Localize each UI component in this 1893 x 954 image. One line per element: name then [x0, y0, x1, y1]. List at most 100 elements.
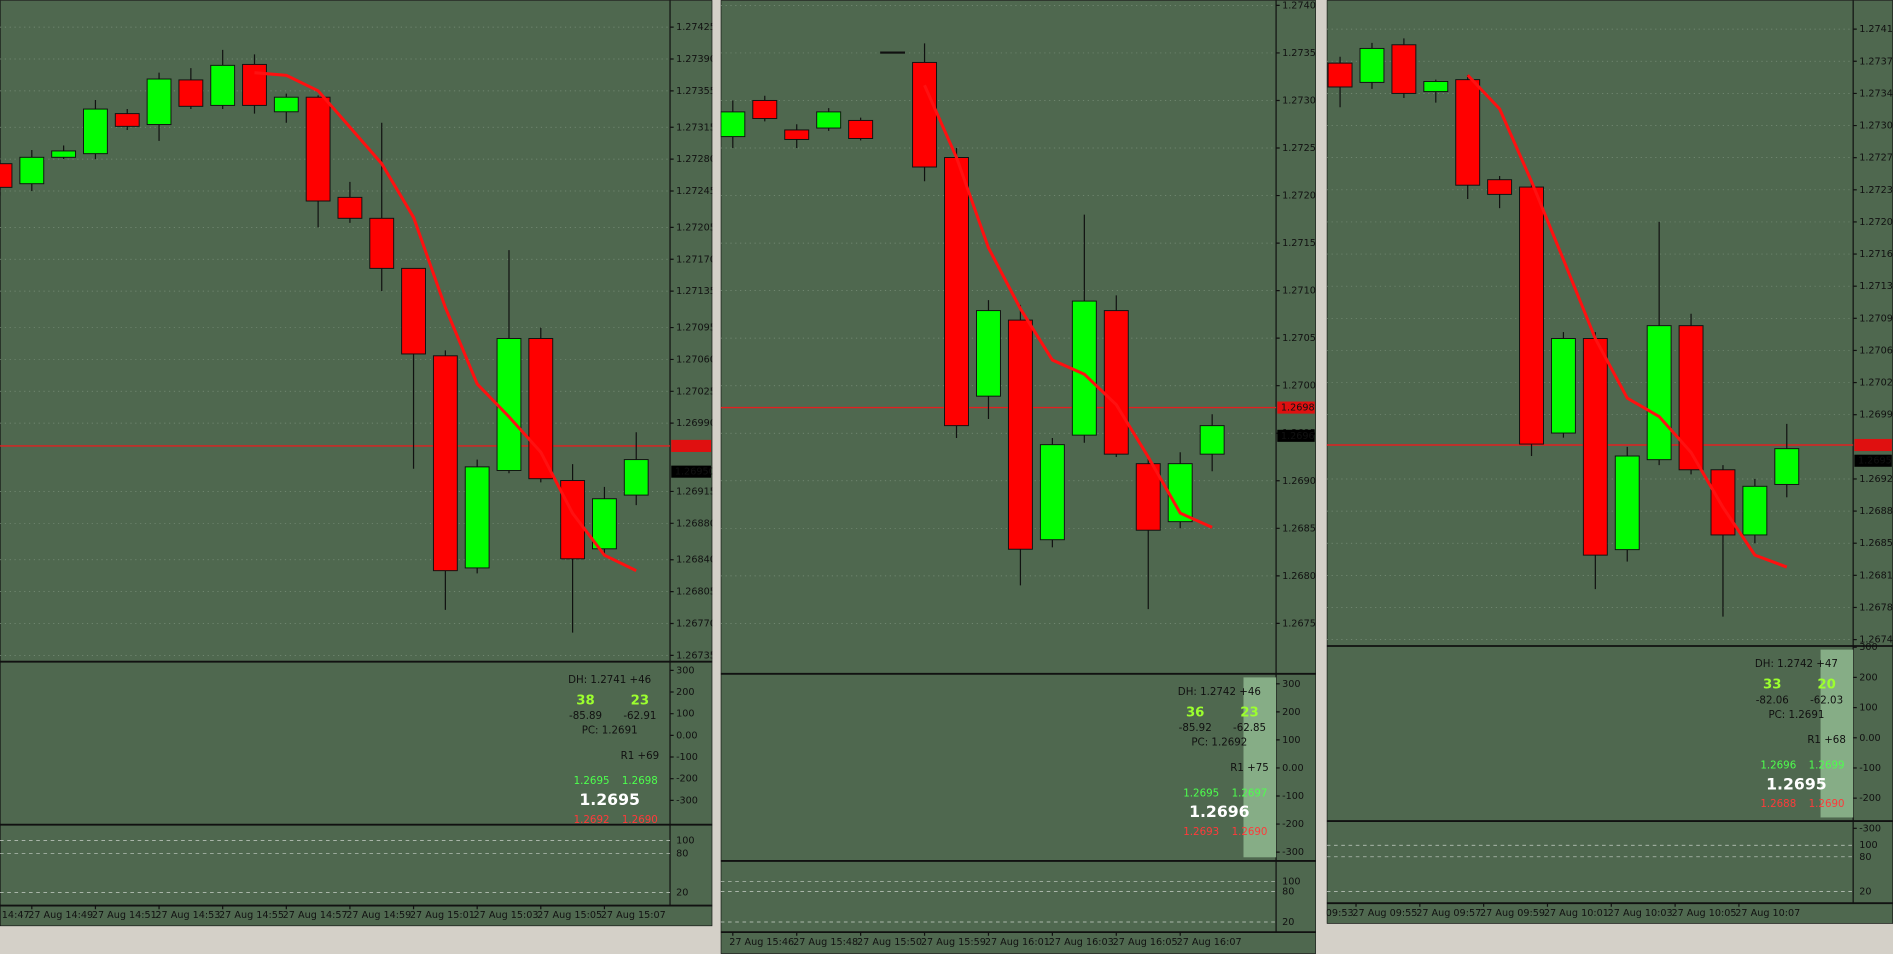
candle-body [305, 96, 331, 202]
candle-body [337, 196, 363, 219]
time-label: 27 Aug 09:59 [1480, 908, 1545, 919]
info-fast: 36 [1186, 705, 1204, 720]
time-label: 27 Aug 16:07 [1177, 937, 1242, 948]
y-tick-label: 1.27340 [1859, 88, 1893, 99]
y-tick-label: 1.26850 [1859, 538, 1893, 549]
y-tick-label: 1.27245 [676, 186, 716, 197]
osc-tick-label: 100 [1859, 703, 1877, 714]
y-tick-label: 1.26805 [676, 587, 716, 598]
candle-body [1423, 81, 1449, 93]
stoch-tick-label: 100 [1859, 840, 1877, 851]
y-tick-label: 1.2685 [1282, 523, 1316, 534]
y-tick-label: 1.27315 [676, 122, 716, 133]
info-slow-val: -62.03 [1810, 694, 1843, 706]
info-highlight [1820, 649, 1854, 818]
candle-body [1039, 444, 1065, 541]
candle-body [1742, 485, 1768, 536]
osc-tick-label: -100 [1282, 791, 1304, 802]
osc-tick-label: 0.00 [676, 730, 697, 741]
candle-body [1614, 455, 1640, 551]
osc-tick-label: 300 [1859, 642, 1877, 653]
level-label: 1.2698 [1281, 403, 1315, 414]
time-label: 27 Aug 09:57 [1416, 908, 1481, 919]
candle-body [1103, 310, 1129, 455]
info-dh: DH: 1.2741 +46 [568, 674, 651, 686]
osc-tick-label: 300 [1282, 679, 1300, 690]
y-tick-label: 1.27270 [1859, 153, 1893, 164]
info-price: 1.2695 [1766, 774, 1827, 793]
y-tick-label: 1.27410 [1859, 24, 1893, 35]
osc-tick-label: -300 [676, 795, 698, 806]
time-label: 27 Aug 14:53 [155, 910, 220, 921]
candle-body [1455, 79, 1481, 186]
osc-tick-label: -300 [1282, 847, 1304, 858]
info-r1: R1 +75 [1230, 762, 1269, 774]
candle-body [178, 79, 204, 107]
candle-body [401, 267, 426, 355]
y-tick-label: 1.27235 [1859, 185, 1893, 196]
candle-body [912, 61, 938, 168]
info-red-b: 1.2690 [1809, 798, 1845, 810]
candle-body [592, 498, 617, 550]
info-pc: PC: 1.2691 [1768, 709, 1824, 721]
last-price-box [1277, 429, 1315, 442]
candle-body [975, 310, 1001, 397]
candle-body [210, 64, 236, 106]
y-tick-label: 1.27375 [1859, 56, 1893, 67]
candle-body [848, 119, 874, 139]
y-tick-label: 1.27025 [1859, 378, 1893, 389]
y-tick-label: 1.26990 [1859, 410, 1893, 421]
info-fast-val: -85.92 [1179, 722, 1212, 734]
info-r1: R1 +68 [1807, 734, 1846, 746]
candle-body [880, 51, 906, 54]
info-lvl-a: 1.2695 [574, 775, 610, 787]
y-tick-label: 1.26770 [676, 618, 716, 629]
last-price-label: 1.26950 [675, 467, 715, 478]
y-tick-label: 1.2710 [1282, 286, 1316, 297]
y-tick-label: 1.27025 [676, 386, 716, 397]
info-lvl-a: 1.2696 [1760, 760, 1796, 772]
info-fast: 38 [576, 693, 594, 708]
info-slow: 23 [631, 693, 649, 708]
candle-body [720, 111, 746, 138]
time-label: 27 Aug 10:05 [1671, 908, 1736, 919]
y-tick-label: 1.27170 [676, 254, 716, 265]
y-tick-label: 1.27165 [1859, 249, 1893, 260]
candle-body [528, 338, 554, 480]
candle-body [19, 156, 45, 185]
osc-tick-label: 200 [676, 687, 694, 698]
stoch-tick-label: 100 [676, 835, 694, 846]
candle-body [114, 113, 140, 127]
info-pc: PC: 1.2691 [582, 725, 638, 737]
candle-body [146, 78, 172, 126]
y-tick-label: 1.2735 [1282, 48, 1316, 59]
osc-tick-label: -100 [1859, 763, 1881, 774]
candle-body [1327, 62, 1353, 88]
time-label: 27 Aug 15:50 [857, 937, 922, 948]
info-lvl-b: 1.2699 [1809, 760, 1845, 772]
y-tick-label: 1.26815 [1859, 570, 1893, 581]
candle-body [1519, 186, 1544, 445]
y-tick-label: 1.2730 [1282, 95, 1316, 106]
y-tick-label: 1.26915 [676, 486, 716, 497]
y-tick-label: 1.2705 [1282, 333, 1316, 344]
y-tick-label: 1.27135 [676, 286, 716, 297]
moving-average [1466, 74, 1788, 569]
candle-body [1582, 338, 1608, 556]
y-tick-label: 1.2740 [1282, 0, 1316, 11]
info-red-a: 1.2688 [1760, 798, 1796, 810]
candle-body [1391, 44, 1417, 94]
info-price: 1.2696 [1189, 802, 1250, 821]
info-red-b: 1.2690 [622, 814, 658, 826]
y-tick-label: 1.26745 [1859, 635, 1893, 646]
candle-body [1550, 338, 1576, 434]
y-tick-label: 1.27130 [1859, 281, 1893, 292]
candle-body [1359, 47, 1385, 83]
y-tick-label: 1.2690 [1282, 476, 1316, 487]
osc-tick-label: -200 [676, 774, 698, 785]
y-tick-label: 1.27095 [676, 323, 716, 334]
y-tick-label: 1.27060 [676, 354, 716, 365]
